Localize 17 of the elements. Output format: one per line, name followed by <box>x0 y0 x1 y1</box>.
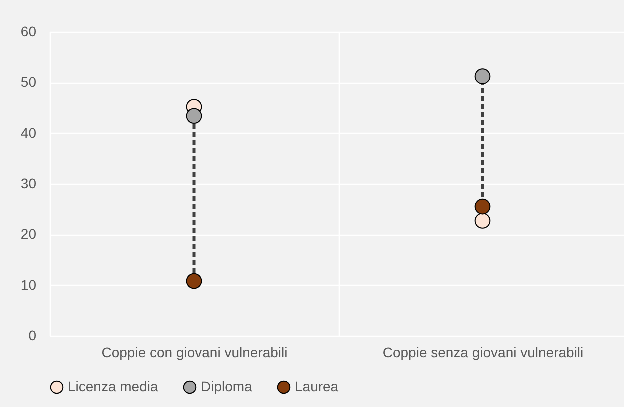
legend-label: Diploma <box>201 378 253 394</box>
point <box>474 68 491 84</box>
y-tick-label: 50 <box>20 74 37 90</box>
point <box>474 213 491 229</box>
y-tick-label: 10 <box>20 276 37 293</box>
y-tick-label: 20 <box>20 226 37 242</box>
legend-label: Licenza media <box>68 378 158 394</box>
point <box>474 198 491 215</box>
y-tick-label: 60 <box>20 24 37 40</box>
point <box>186 273 202 290</box>
y-tick-label: 30 <box>20 176 37 192</box>
point <box>186 108 202 124</box>
x-tick-label: Coppie con giovani vulnerabili <box>102 344 288 360</box>
legend-label: Laurea <box>295 378 339 394</box>
y-tick-label: 0 <box>28 328 37 344</box>
x-tick-label: Coppie senza giovani vulnerabili <box>382 344 584 360</box>
y-tick-label: 40 <box>20 124 37 141</box>
